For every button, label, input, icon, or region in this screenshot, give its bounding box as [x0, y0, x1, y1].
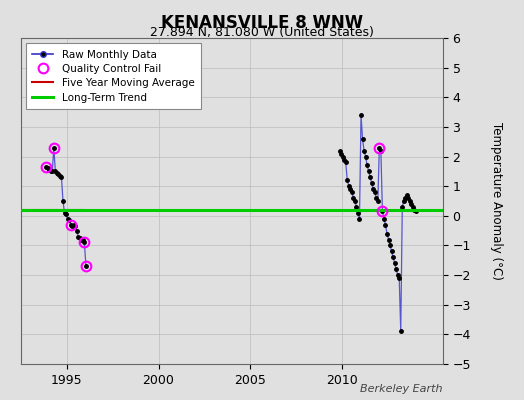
- Legend: Raw Monthly Data, Quality Control Fail, Five Year Moving Average, Long-Term Tren: Raw Monthly Data, Quality Control Fail, …: [26, 43, 201, 109]
- Y-axis label: Temperature Anomaly (°C): Temperature Anomaly (°C): [490, 122, 504, 280]
- Text: 27.894 N, 81.080 W (United States): 27.894 N, 81.080 W (United States): [150, 26, 374, 39]
- Text: KENANSVILLE 8 WNW: KENANSVILLE 8 WNW: [161, 14, 363, 32]
- Text: Berkeley Earth: Berkeley Earth: [361, 384, 443, 394]
